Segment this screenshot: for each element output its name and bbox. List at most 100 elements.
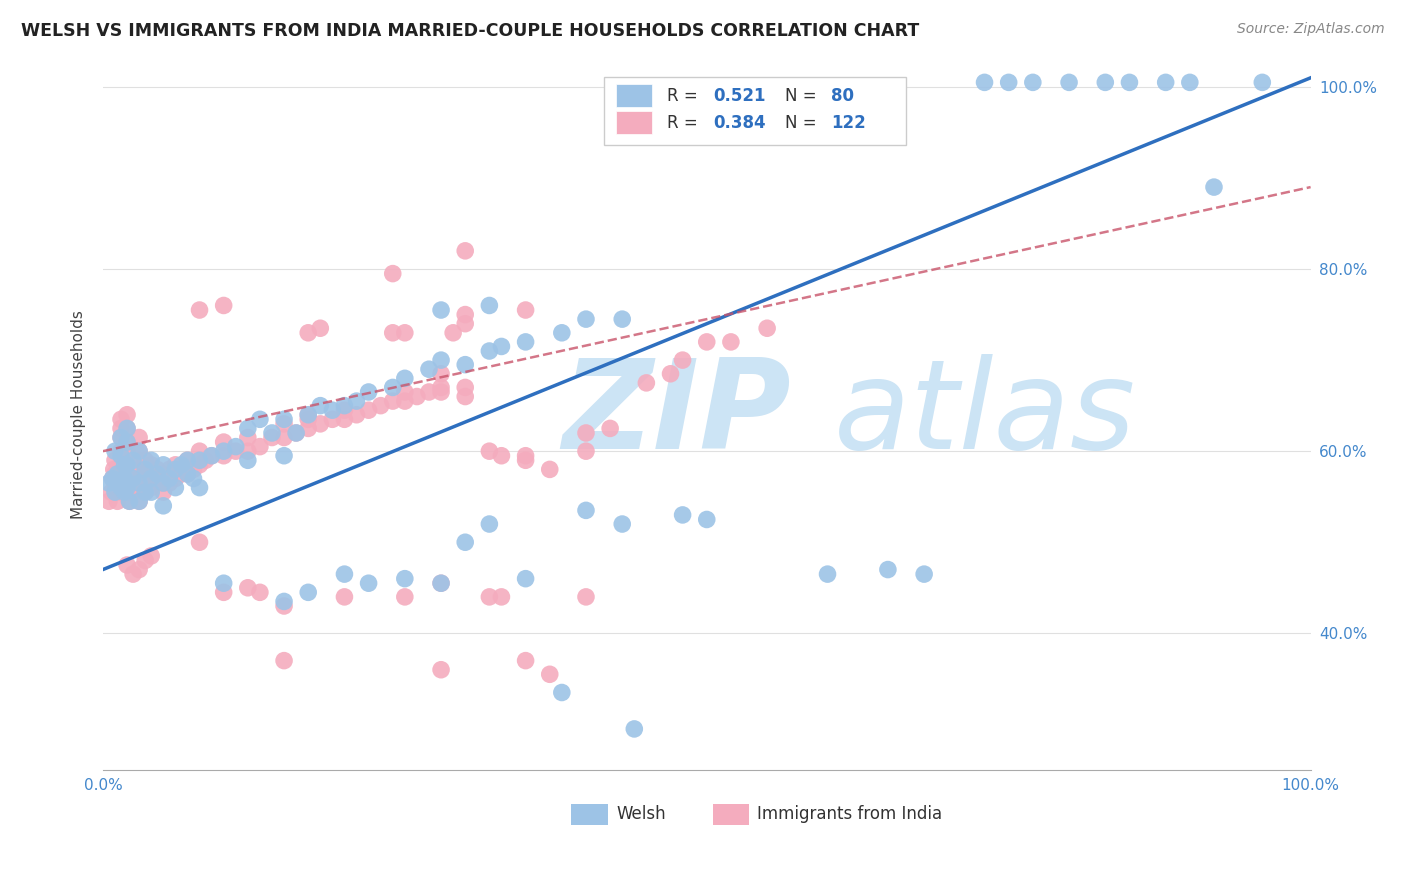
Point xyxy=(122,453,145,467)
Point xyxy=(297,412,319,426)
Point xyxy=(1022,75,1045,89)
Point xyxy=(430,303,453,318)
Text: R =: R = xyxy=(666,114,703,132)
Point xyxy=(176,467,198,481)
Point xyxy=(152,485,174,500)
Point xyxy=(912,567,935,582)
Point xyxy=(333,412,356,426)
Point xyxy=(394,590,416,604)
Point xyxy=(441,326,464,340)
Point xyxy=(273,594,295,608)
Point xyxy=(612,516,634,531)
Point xyxy=(478,444,501,458)
Point xyxy=(297,408,319,422)
Point xyxy=(430,380,453,394)
Point xyxy=(115,435,138,450)
FancyBboxPatch shape xyxy=(616,112,652,134)
Text: 122: 122 xyxy=(831,114,866,132)
Point xyxy=(236,453,259,467)
Point xyxy=(1118,75,1140,89)
Point xyxy=(1178,75,1201,89)
Point xyxy=(128,494,150,508)
Point xyxy=(122,476,145,491)
Point xyxy=(696,512,718,526)
Point xyxy=(165,458,187,472)
Point xyxy=(309,321,332,335)
Point xyxy=(623,722,645,736)
Point xyxy=(406,390,429,404)
Point xyxy=(134,485,156,500)
Point xyxy=(100,485,122,500)
Point xyxy=(357,384,380,399)
Point xyxy=(170,458,193,472)
Point xyxy=(165,471,187,485)
Point xyxy=(877,563,900,577)
Point xyxy=(122,485,145,500)
Point xyxy=(165,462,187,476)
Point xyxy=(212,585,235,599)
Point xyxy=(478,516,501,531)
Point xyxy=(128,444,150,458)
Point xyxy=(110,458,132,472)
Point xyxy=(110,444,132,458)
Point xyxy=(636,376,658,390)
Point xyxy=(118,494,141,508)
Point xyxy=(128,453,150,467)
FancyBboxPatch shape xyxy=(605,78,905,145)
Point xyxy=(478,298,501,312)
Point xyxy=(141,549,163,563)
Point xyxy=(394,384,416,399)
Point xyxy=(183,462,205,476)
Point xyxy=(110,421,132,435)
Point xyxy=(381,326,404,340)
Point xyxy=(273,449,295,463)
Point xyxy=(146,476,169,491)
Point xyxy=(194,453,217,467)
Point xyxy=(188,481,211,495)
Point xyxy=(491,590,513,604)
Point xyxy=(285,425,308,440)
Point xyxy=(236,581,259,595)
Point xyxy=(104,467,127,481)
Point xyxy=(515,334,537,349)
Point xyxy=(115,458,138,472)
Point xyxy=(285,425,308,440)
Point xyxy=(599,421,621,435)
Point xyxy=(333,590,356,604)
Point xyxy=(212,298,235,312)
Point xyxy=(297,408,319,422)
Point xyxy=(114,458,136,472)
Point xyxy=(515,654,537,668)
Point xyxy=(134,462,156,476)
Point xyxy=(157,471,180,485)
Text: N =: N = xyxy=(786,87,823,105)
Text: atlas: atlas xyxy=(834,354,1136,475)
Point xyxy=(110,412,132,426)
Point xyxy=(973,75,995,89)
Y-axis label: Married-couple Households: Married-couple Households xyxy=(72,310,86,519)
Point xyxy=(165,481,187,495)
Point xyxy=(105,494,128,508)
Point xyxy=(141,458,163,472)
Point xyxy=(454,390,477,404)
Point xyxy=(575,590,598,604)
Point xyxy=(671,353,693,368)
Point xyxy=(134,485,156,500)
FancyBboxPatch shape xyxy=(571,804,607,825)
Point xyxy=(128,476,150,491)
Text: ZIP: ZIP xyxy=(562,354,790,475)
Point xyxy=(478,344,501,359)
Point xyxy=(152,467,174,481)
Point xyxy=(370,399,392,413)
Point xyxy=(249,440,271,454)
Point xyxy=(575,444,598,458)
Point xyxy=(141,481,163,495)
Point xyxy=(575,503,598,517)
Point xyxy=(212,444,235,458)
Text: Immigrants from India: Immigrants from India xyxy=(758,805,942,823)
Point xyxy=(696,334,718,349)
Point xyxy=(236,430,259,444)
Point xyxy=(515,453,537,467)
Point xyxy=(114,458,136,472)
Point xyxy=(260,430,283,444)
